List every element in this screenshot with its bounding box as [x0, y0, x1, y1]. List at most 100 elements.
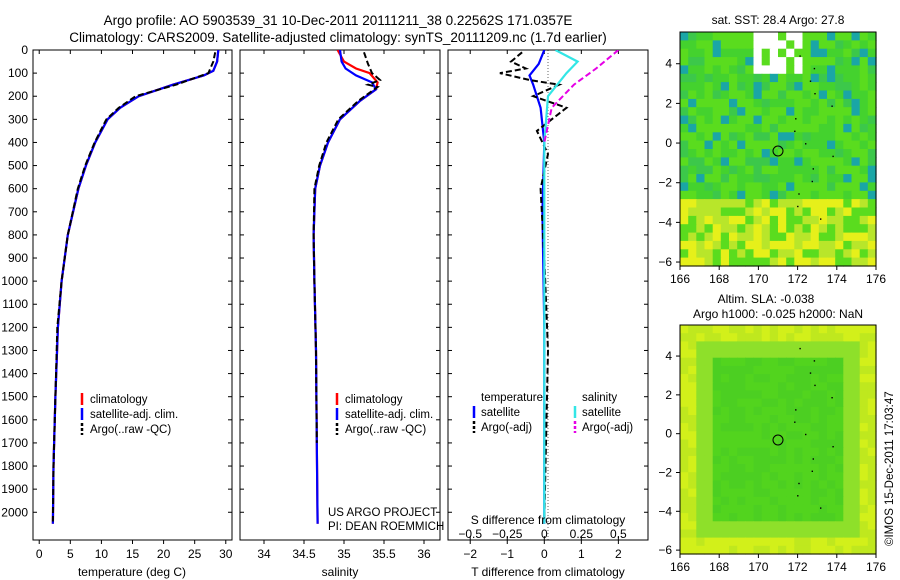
- heatmap-cell: [712, 513, 722, 522]
- heatmap-cell: [802, 32, 812, 41]
- heatmap-cell: [745, 464, 755, 473]
- heatmap-cell: [753, 365, 763, 375]
- heatmap-cell: [802, 325, 812, 334]
- heatmap-cell: [753, 464, 763, 473]
- heatmap-cell: [778, 472, 787, 481]
- heatmap-cell: [851, 190, 861, 200]
- heatmap-cell: [745, 182, 755, 192]
- heatmap-cell: [827, 165, 836, 175]
- heatmap-cell: [802, 115, 812, 125]
- heatmap-cell: [688, 341, 697, 351]
- heatmap-cell: [720, 447, 730, 457]
- heatmap-cell: [786, 398, 795, 408]
- series-temperature-satellite: [528, 50, 546, 524]
- heatmap-cell: [688, 374, 697, 383]
- coastline-point: [799, 347, 801, 350]
- heatmap-cell: [761, 349, 771, 359]
- heatmap-cell: [859, 32, 869, 41]
- heatmap-cell: [835, 382, 844, 392]
- heatmap-cell: [712, 455, 722, 465]
- x-tick-label: 2: [615, 547, 622, 561]
- coastline-point: [820, 218, 822, 220]
- heatmap-cell: [680, 224, 689, 234]
- heatmap-cell: [851, 496, 861, 506]
- heatmap-cell: [720, 357, 730, 367]
- heatmap-cell: [688, 182, 697, 192]
- heatmap-cell: [769, 48, 779, 58]
- heatmap-cell: [794, 207, 804, 217]
- heatmap-cell: [720, 48, 730, 58]
- map-y-tick-label: 2: [665, 388, 672, 402]
- heatmap-cell: [794, 521, 804, 531]
- heatmap-cell: [827, 537, 836, 547]
- heatmap-cell: [704, 341, 714, 351]
- heatmap-cell: [802, 447, 812, 457]
- heatmap-cell: [745, 32, 755, 41]
- heatmap-cell: [794, 174, 804, 184]
- heatmap-cell: [818, 140, 828, 150]
- heatmap-cell: [688, 240, 697, 250]
- heatmap-cell: [761, 455, 771, 465]
- heatmap-cell: [802, 65, 812, 75]
- legend-header-salinity: salinity: [582, 392, 617, 404]
- map-y-tick-label: −4: [658, 215, 672, 229]
- heatmap-cell: [696, 115, 706, 125]
- heatmap-cell: [769, 382, 779, 392]
- heatmap-cell: [753, 382, 763, 392]
- heatmap-cell: [704, 165, 714, 175]
- heatmap-cell: [720, 115, 730, 125]
- heatmap-cell: [761, 357, 771, 367]
- heatmap-cell: [769, 398, 779, 408]
- heatmap-cell: [720, 398, 730, 408]
- heatmap-cell: [745, 140, 755, 150]
- heatmap-cell: [729, 529, 738, 539]
- heatmap-cell: [720, 73, 730, 83]
- heatmap-cell: [810, 480, 820, 490]
- heatmap-cell: [712, 73, 722, 83]
- heatmap-cell: [818, 115, 828, 125]
- coastline-point: [797, 495, 799, 497]
- heatmap-cell: [696, 240, 706, 250]
- heatmap-cell: [827, 199, 836, 209]
- heatmap-cell: [696, 464, 706, 473]
- heatmap-cell: [827, 224, 836, 234]
- heatmap-cell: [745, 90, 755, 100]
- heatmap-cell: [769, 140, 779, 150]
- heatmap-cell: [810, 207, 820, 217]
- heatmap-cell: [786, 73, 795, 83]
- x-tick-label: 0: [541, 547, 548, 561]
- heatmap-cell: [859, 447, 869, 457]
- heatmap-cell: [786, 140, 795, 150]
- heatmap-cell: [827, 249, 836, 259]
- heatmap-cell: [737, 398, 746, 408]
- heatmap-cell: [859, 398, 869, 408]
- heatmap-cell: [794, 439, 804, 449]
- heatmap-cell: [818, 341, 828, 351]
- heatmap-cell: [818, 374, 828, 383]
- heatmap-cell: [712, 439, 722, 449]
- coastline-point: [831, 105, 833, 107]
- heatmap-cell: [720, 65, 730, 75]
- heatmap-cell: [778, 232, 787, 242]
- heatmap-cell: [769, 357, 779, 367]
- heatmap-cell: [729, 40, 738, 50]
- heatmap-cell: [835, 529, 844, 539]
- heatmap-cell: [835, 398, 844, 408]
- x-tick-label: −0.5: [458, 527, 482, 541]
- coastline-point: [831, 397, 833, 399]
- heatmap-cell: [704, 32, 714, 41]
- heatmap-cell: [827, 123, 836, 133]
- heatmap-cell: [810, 357, 820, 367]
- heatmap-cell: [696, 199, 706, 209]
- heatmap-cell: [769, 90, 779, 100]
- heatmap-cell: [688, 190, 697, 200]
- heatmap-cell: [859, 349, 869, 359]
- heatmap-cell: [827, 107, 836, 117]
- heatmap-cell: [786, 521, 795, 531]
- heatmap-cell: [729, 374, 738, 383]
- heatmap-cell: [778, 190, 787, 200]
- heatmap-cell: [729, 455, 738, 465]
- heatmap-cell: [851, 464, 861, 473]
- heatmap-cell: [761, 182, 771, 192]
- heatmap-cell: [859, 199, 869, 209]
